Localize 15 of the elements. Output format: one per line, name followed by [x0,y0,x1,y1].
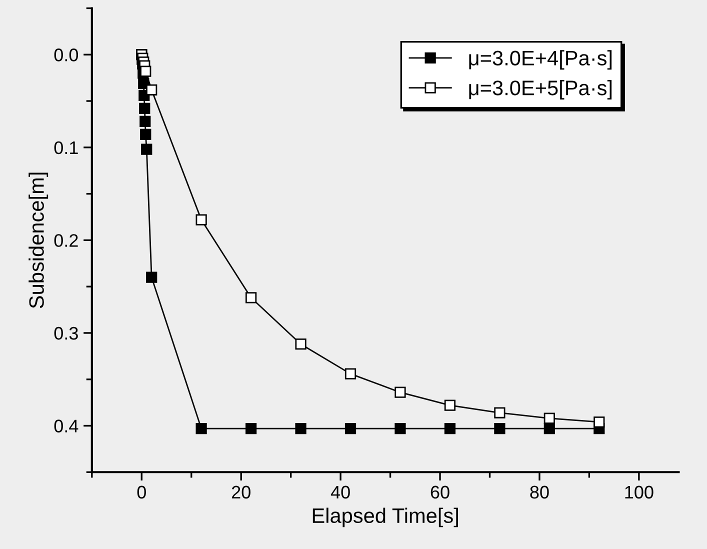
x-axis-title: Elapsed Time[s] [312,508,458,528]
y-tick-label: 0.4 [54,420,78,432]
x-tick-label: 0 [137,486,146,499]
x-tick-label: 100 [625,486,654,499]
x-tick-label: 20 [232,486,250,499]
x-tick-label: 40 [330,486,350,499]
y-tick-label: 0.2 [54,234,78,247]
y-tick-label: 0.1 [54,141,78,154]
y-tick-label: 0.3 [54,326,78,340]
x-tick-label: 80 [530,486,549,499]
y-axis-title: Subsidence[m] [28,172,48,308]
y-tick-label: 0.0 [54,48,78,62]
legend-label: μ=3.0E+5[Pa·s] [469,80,612,100]
x-tick-label: 60 [430,486,450,499]
legend-label: μ=3.0E+4[Pa·s] [469,50,612,70]
